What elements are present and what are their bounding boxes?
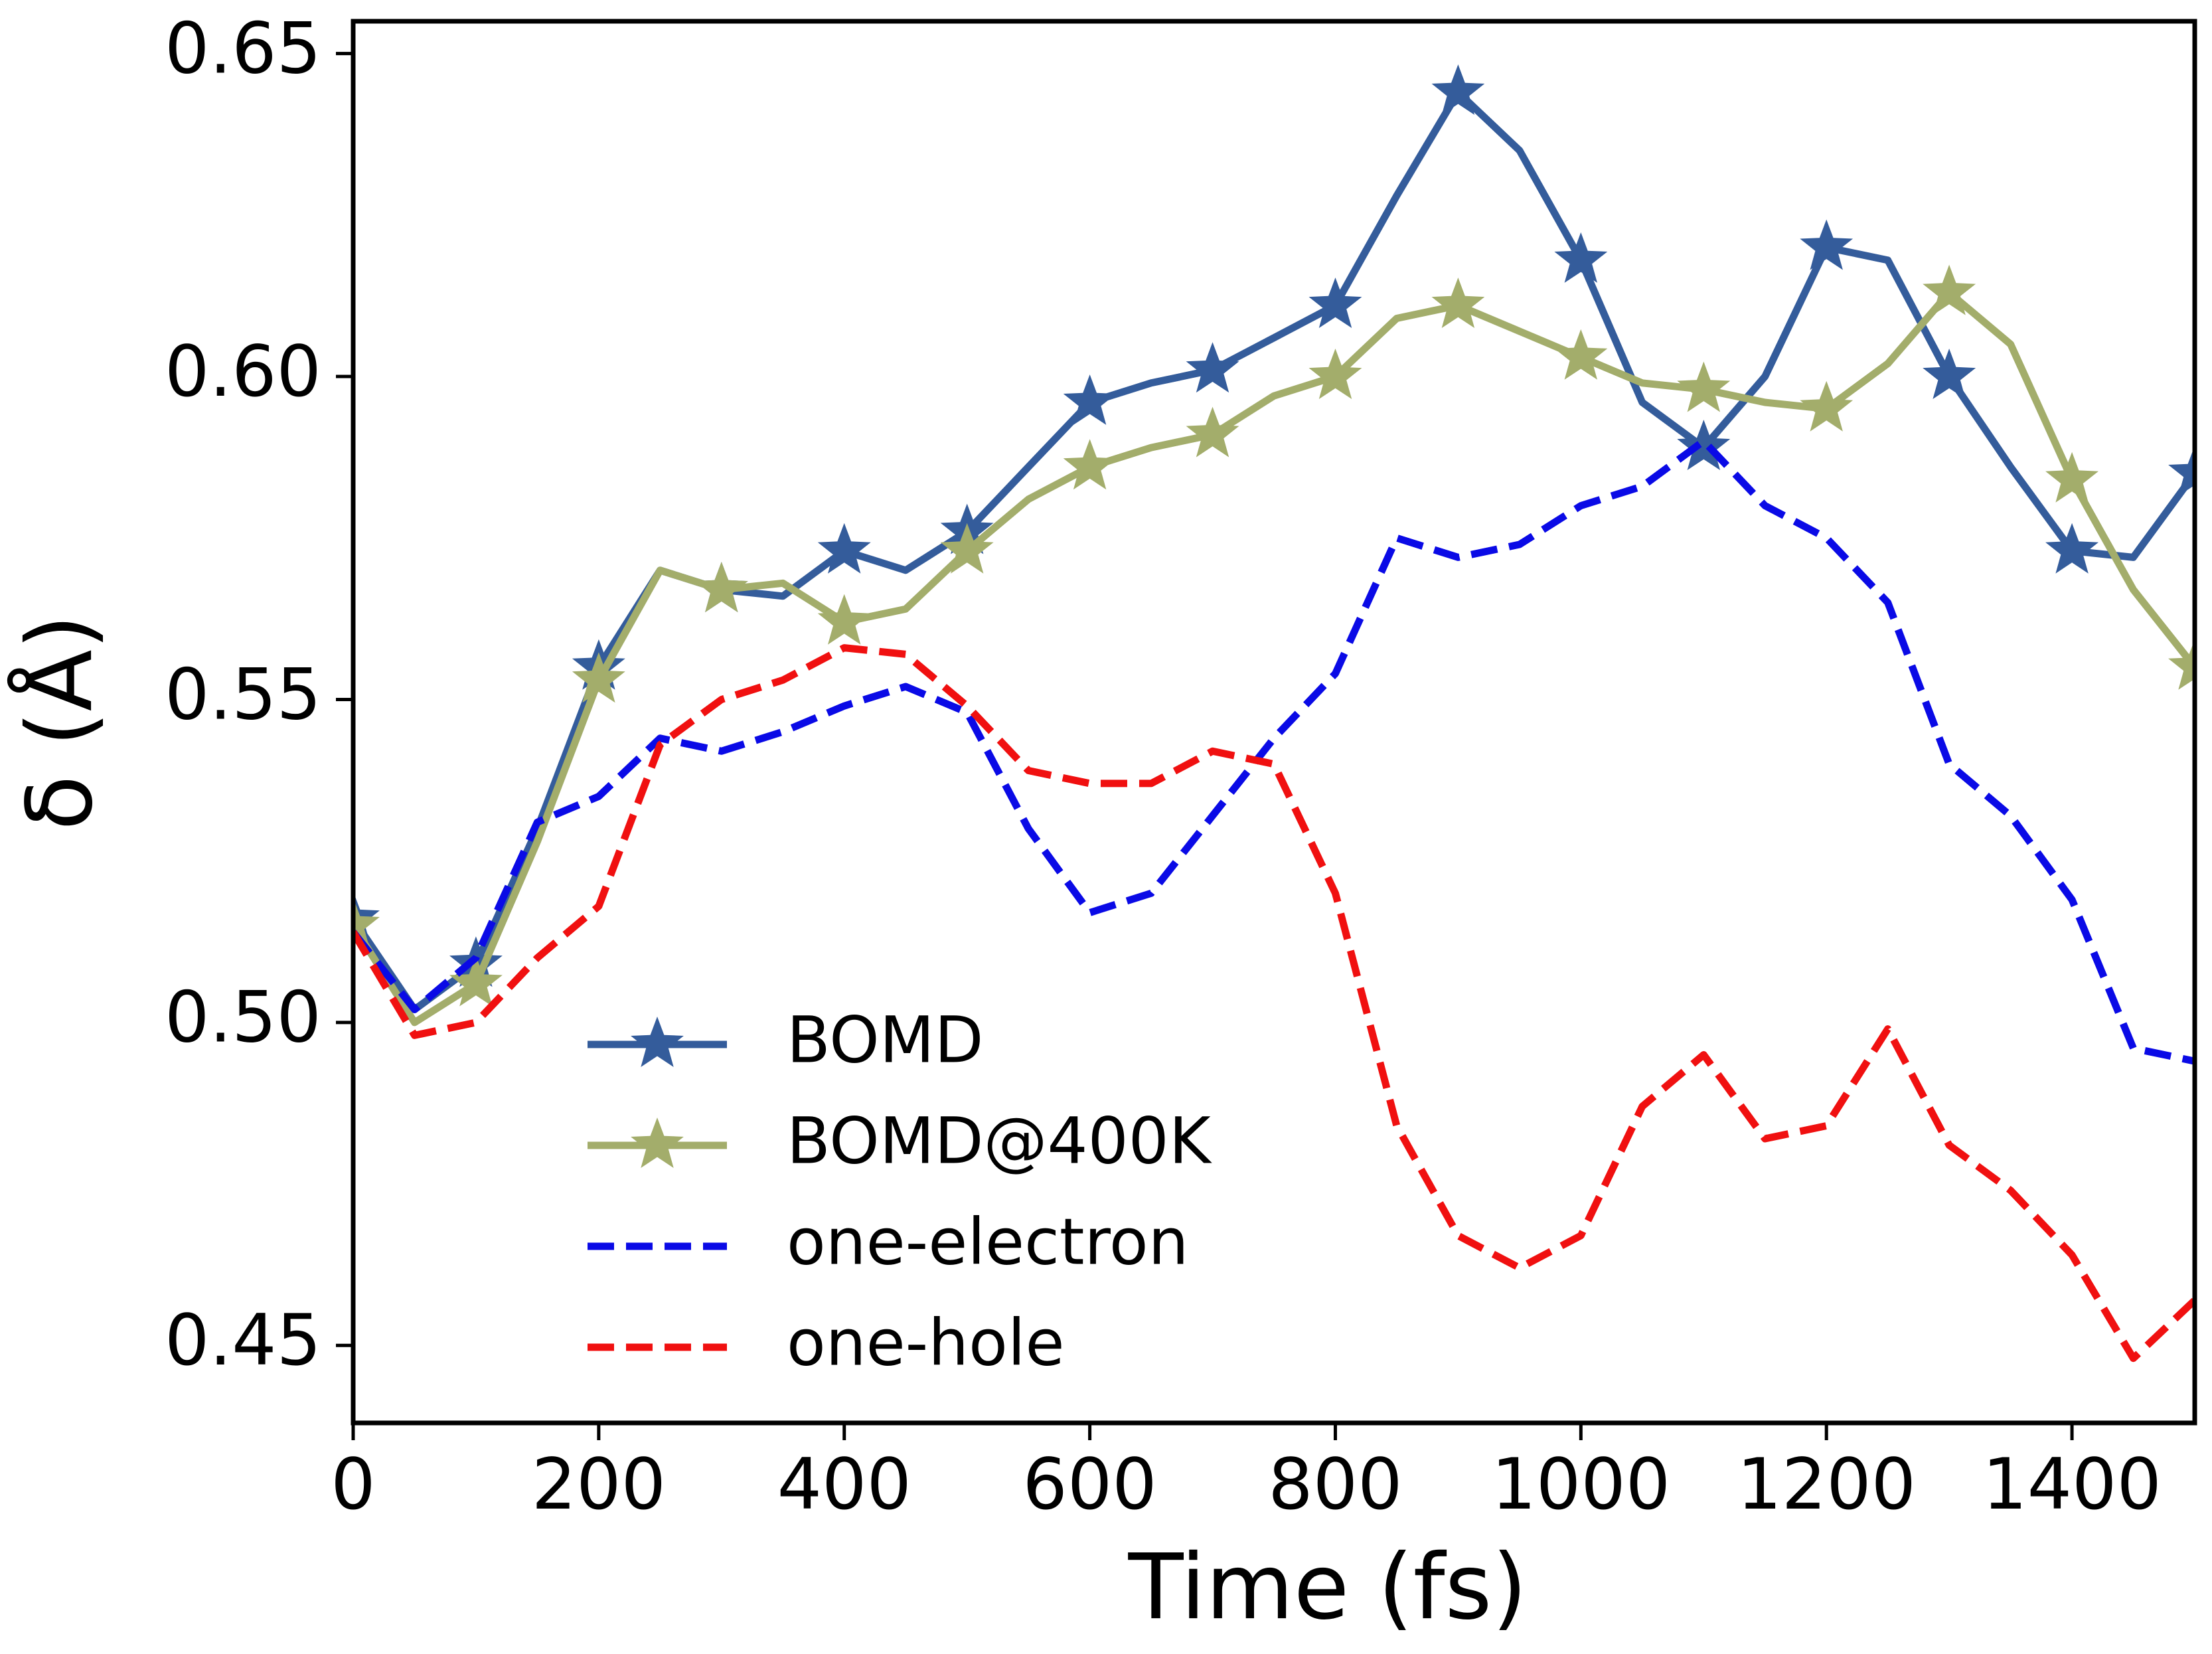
marker <box>1186 342 1239 393</box>
marker <box>1554 329 1608 380</box>
x-axis-label: Time (fs) <box>1128 1535 1528 1640</box>
marker <box>1186 406 1239 457</box>
series-line <box>353 88 2195 1013</box>
x-tick-label: 200 <box>532 1444 666 1525</box>
y-tick-label: 0.45 <box>165 1299 321 1381</box>
marker <box>1677 361 1731 412</box>
marker <box>694 562 748 613</box>
x-tick-label: 1000 <box>1491 1444 1670 1525</box>
marker <box>2168 446 2195 496</box>
marker <box>817 594 871 645</box>
marker <box>817 523 871 574</box>
marker <box>1923 349 1976 399</box>
marker <box>1308 278 1362 328</box>
marker <box>1800 219 1854 270</box>
x-tick-label: 1400 <box>1982 1444 2162 1525</box>
y-tick-label: 0.60 <box>165 331 321 412</box>
marker <box>1923 264 1976 315</box>
x-tick-label: 400 <box>777 1444 911 1525</box>
marker <box>449 955 503 1007</box>
marker <box>1431 278 1485 328</box>
legend-marker <box>631 1017 684 1067</box>
marker <box>2168 639 2195 690</box>
x-tick-label: 0 <box>331 1444 375 1525</box>
y-axis-label: δ (Å) <box>7 614 113 831</box>
marker <box>1063 374 1117 425</box>
legend-label: BOMD@400K <box>787 1104 1212 1178</box>
marker <box>1677 420 1731 470</box>
marker <box>940 523 994 574</box>
x-tick-label: 1200 <box>1737 1444 1916 1525</box>
marker <box>1063 439 1117 490</box>
series-line <box>353 437 2195 1065</box>
marker <box>1554 232 1608 283</box>
y-tick-label: 0.50 <box>165 977 321 1058</box>
marker <box>1800 380 1854 432</box>
series-line <box>353 289 2195 1027</box>
legend-marker <box>631 1117 684 1168</box>
marker <box>1431 64 1485 115</box>
marker <box>2045 452 2098 503</box>
x-tick-label: 600 <box>1022 1444 1156 1525</box>
legend-label: one-electron <box>787 1204 1188 1279</box>
series-line <box>353 644 2195 1363</box>
legend-label: one-hole <box>787 1305 1065 1380</box>
y-tick-label: 0.65 <box>165 7 321 89</box>
x-tick-label: 800 <box>1268 1444 1402 1525</box>
plot-frame <box>351 19 2197 1426</box>
marker <box>2045 523 2098 574</box>
marker <box>1308 349 1362 399</box>
marker <box>572 652 625 703</box>
y-tick-label: 0.55 <box>165 653 321 735</box>
legend-label: BOMD <box>787 1003 983 1077</box>
